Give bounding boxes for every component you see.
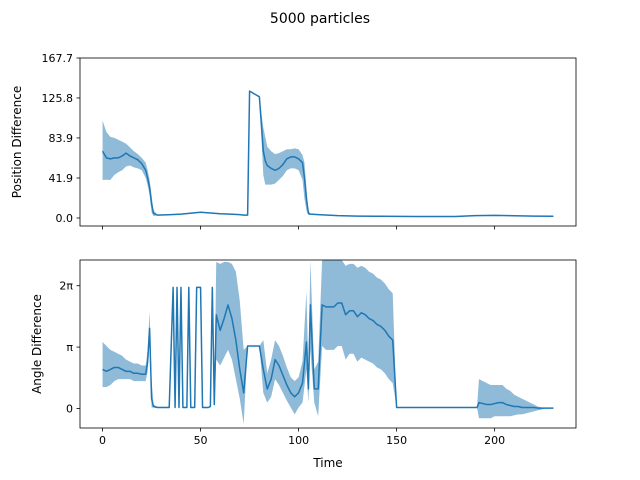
series-band-0 [102,91,554,217]
y-tick-label: 167.7 [42,52,74,65]
position-difference-plot: 0.0 41.9 83.9 125.8 167.7 Position Difference [10,52,577,230]
series-line-0 [101,90,554,218]
x-tick-label: 100 [288,434,309,447]
axes-frame [79,57,577,227]
y-tick-label: 0.0 [56,212,74,225]
series-line-0 [102,286,554,409]
y-tick-label: 2π [59,280,73,293]
x-tick-label: 200 [484,434,505,447]
axes-frame [79,259,577,429]
x-tick-label: 0 [99,434,106,447]
y-tick-label: π [66,341,73,354]
x-tick-label: 150 [386,434,407,447]
y-tick-label: 125.8 [42,92,74,105]
plot-area [101,90,554,218]
x-axis-label: Time [312,456,342,470]
x-tick-label: 50 [194,434,208,447]
series-band-0 [102,260,554,425]
y-axis-label: Angle Difference [30,294,44,394]
angle-difference-plot: 0 50 100 150 200 0 π 2π Angle Difference Time [30,259,577,470]
y-axis-label: Position Difference [10,86,24,198]
y-tick-label: 0 [66,402,73,415]
y-tick-label: 83.9 [49,132,74,145]
y-tick-label: 41.9 [49,172,74,185]
figure-title: 5000 particles [270,11,370,27]
plot-area [102,260,554,425]
